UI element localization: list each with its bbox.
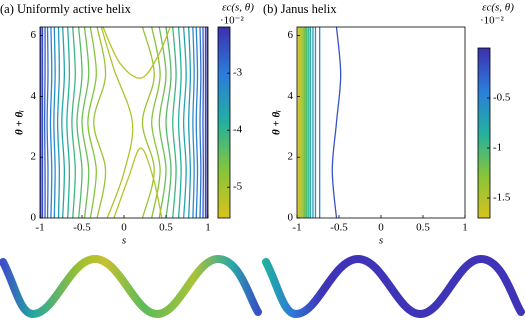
x-tick-label: -1	[35, 222, 44, 234]
contour-line	[199, 27, 202, 218]
colorbar-tick-label: -3	[233, 67, 243, 79]
contour-line	[93, 27, 107, 218]
x-tick-label: 1	[205, 222, 211, 234]
contour-line	[71, 27, 76, 218]
contour-line	[151, 27, 161, 218]
contour-line	[61, 27, 66, 218]
colorbar-exponent: ·10⁻²	[220, 15, 244, 27]
colorbar-tick-label: -1	[493, 142, 502, 154]
helix-a	[0, 254, 262, 319]
colorbar-label: εc(s, θ)	[482, 2, 514, 14]
contour-line	[53, 27, 56, 218]
y-tick-label: 6	[31, 29, 37, 41]
y-tick-label: 4	[288, 90, 294, 102]
contour-line	[49, 27, 53, 218]
contour-line	[192, 27, 195, 218]
panel-title: (a) Uniformly active helix	[0, 2, 132, 16]
contour-line	[165, 27, 172, 218]
y-axis-label: θ + θᵢ	[271, 110, 283, 135]
contour-line	[102, 27, 171, 79]
contour-line	[158, 27, 167, 218]
contour-line	[177, 27, 182, 218]
contour-line	[56, 27, 60, 218]
colorbar-tick-label: -4	[233, 124, 243, 136]
contour-line	[113, 147, 163, 218]
y-tick-label: 2	[288, 151, 294, 163]
contour-line	[182, 27, 187, 218]
x-axis-label: s	[122, 235, 126, 247]
plots: (a) Uniformly active helix -1 -0.5 0 0.5 1 0 2 4…	[0, 2, 514, 247]
colorbar-tick-label: -0.5	[493, 92, 511, 104]
x-tick-label: 0	[121, 222, 127, 234]
contour-line	[331, 27, 342, 218]
helix-b	[262, 254, 525, 319]
contour-line	[66, 27, 71, 218]
x-tick-label: 0	[378, 222, 384, 234]
contour-line	[188, 27, 192, 218]
x-tick-label: 0.5	[416, 222, 430, 234]
x-tick-label: 1	[462, 222, 468, 234]
colorbar	[477, 47, 491, 219]
colorbar-exponent: ·10⁻²	[480, 15, 504, 27]
y-tick-label: 6	[288, 29, 294, 41]
y-axis-label: θ + θᵢ	[14, 110, 26, 135]
contour-line	[141, 27, 155, 218]
colorbar-tick-label: -5	[233, 181, 243, 193]
colorbar-tick-label: -1.5	[493, 192, 511, 204]
contour-line	[76, 27, 83, 218]
x-axis-label: s	[379, 235, 383, 247]
contour-line	[46, 27, 49, 218]
contour-line	[100, 27, 134, 218]
x-tick-label: -0.5	[330, 222, 348, 234]
contour-line	[172, 27, 177, 218]
y-tick-label: 0	[31, 212, 37, 224]
contour-line	[195, 27, 199, 218]
colorbar	[217, 26, 231, 219]
colorbar-label: εc(s, θ)	[222, 2, 254, 14]
x-tick-label: -0.5	[73, 222, 91, 234]
panel-title: (b) Janus helix	[263, 2, 337, 16]
y-tick-label: 0	[288, 212, 294, 224]
x-tick-label: 0.5	[159, 222, 173, 234]
y-tick-label: 4	[31, 90, 37, 102]
plot-frame	[296, 26, 466, 219]
y-tick-label: 2	[31, 151, 37, 163]
contour-line	[87, 27, 97, 218]
contour-line	[81, 27, 90, 218]
x-tick-label: -1	[292, 222, 301, 234]
